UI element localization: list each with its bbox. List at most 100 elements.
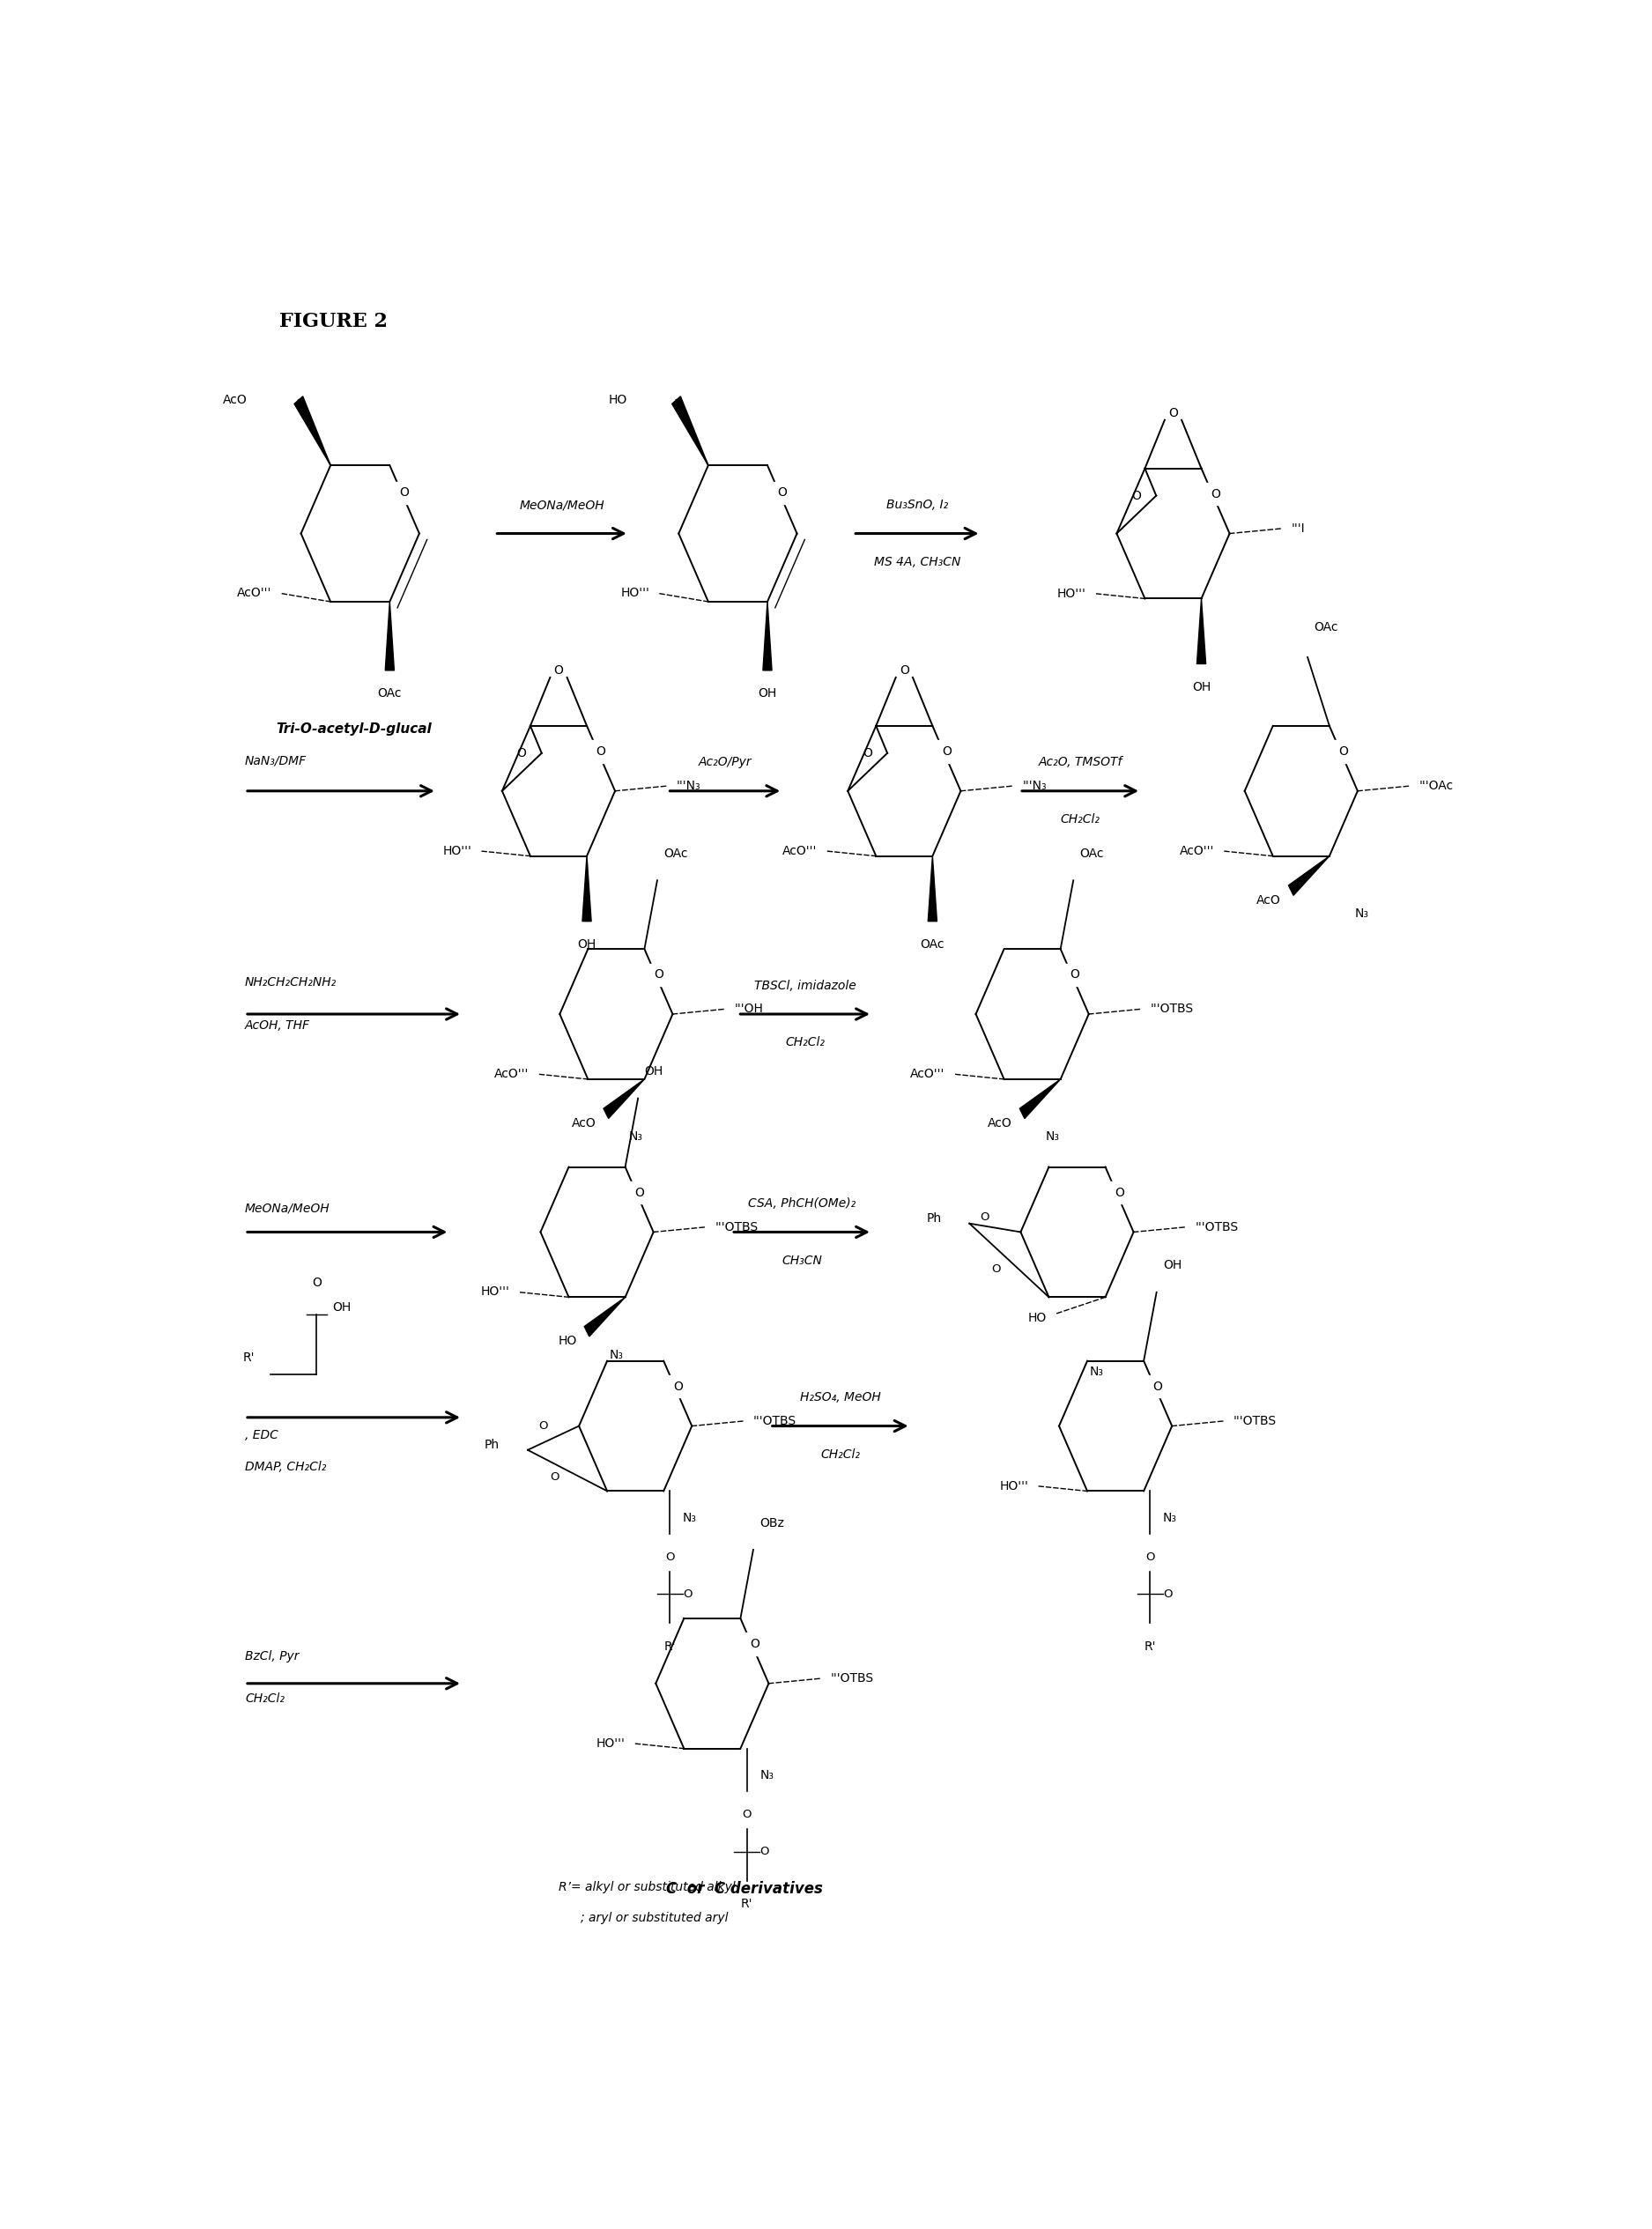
Text: OH: OH — [1193, 682, 1211, 693]
Text: N₃: N₃ — [760, 1770, 773, 1781]
Text: Bu₃SnO, I₂: Bu₃SnO, I₂ — [885, 499, 948, 510]
Text: '''OTBS: '''OTBS — [753, 1415, 796, 1427]
Text: R': R' — [664, 1641, 676, 1652]
Polygon shape — [672, 397, 709, 466]
Text: O: O — [1132, 490, 1142, 502]
Polygon shape — [1289, 856, 1330, 896]
Text: O: O — [539, 1420, 548, 1431]
Text: '''OTBS: '''OTBS — [831, 1672, 874, 1685]
Text: Ac₂O/Pyr: Ac₂O/Pyr — [699, 756, 752, 769]
Polygon shape — [763, 602, 771, 671]
Text: HO: HO — [558, 1335, 577, 1346]
Text: O: O — [682, 1589, 692, 1600]
Text: O: O — [666, 1551, 674, 1563]
Polygon shape — [385, 602, 395, 671]
Text: CH₂Cl₂: CH₂Cl₂ — [785, 1036, 824, 1048]
Text: OH: OH — [644, 1065, 662, 1077]
Text: O: O — [862, 747, 872, 760]
Text: O: O — [899, 664, 909, 678]
Text: Ph: Ph — [927, 1213, 942, 1224]
Text: DMAP, CH₂Cl₂: DMAP, CH₂Cl₂ — [244, 1460, 327, 1473]
Text: OBz: OBz — [760, 1516, 785, 1529]
Text: N₃: N₃ — [629, 1130, 643, 1143]
Text: AcO: AcO — [223, 395, 248, 406]
Text: O: O — [742, 1808, 752, 1821]
Text: O: O — [942, 744, 952, 758]
Text: MS 4A, CH₃CN: MS 4A, CH₃CN — [874, 555, 960, 568]
Text: '''OTBS: '''OTBS — [1194, 1221, 1239, 1233]
Text: Ph: Ph — [484, 1438, 499, 1451]
Text: '''OTBS: '''OTBS — [715, 1221, 758, 1233]
Text: FIGURE 2: FIGURE 2 — [279, 312, 388, 332]
Text: CH₂Cl₂: CH₂Cl₂ — [1061, 814, 1100, 825]
Text: R': R' — [243, 1351, 254, 1364]
Text: R': R' — [1145, 1641, 1156, 1652]
Text: O: O — [1153, 1380, 1163, 1393]
Text: Tri-O-acetyl-D-glucal: Tri-O-acetyl-D-glucal — [276, 722, 431, 736]
Polygon shape — [1019, 1079, 1061, 1119]
Text: OAc: OAc — [1313, 622, 1338, 633]
Text: O: O — [596, 744, 606, 758]
Text: NaN₃/DMF: NaN₃/DMF — [244, 756, 307, 767]
Text: '''N₃: '''N₃ — [677, 780, 700, 791]
Text: O: O — [672, 1380, 682, 1393]
Text: O: O — [1115, 1186, 1125, 1199]
Text: O: O — [991, 1264, 1001, 1275]
Polygon shape — [585, 1297, 624, 1337]
Text: HO''': HO''' — [481, 1286, 510, 1297]
Polygon shape — [583, 856, 591, 921]
Text: AcO: AcO — [572, 1117, 596, 1130]
Text: MeONa/MeOH: MeONa/MeOH — [244, 1204, 330, 1215]
Text: OAc: OAc — [378, 687, 401, 700]
Text: HO''': HO''' — [596, 1736, 624, 1750]
Polygon shape — [928, 856, 937, 921]
Text: O: O — [778, 486, 786, 499]
Text: O: O — [1338, 744, 1348, 758]
Text: N₃: N₃ — [1163, 1511, 1176, 1525]
Polygon shape — [1198, 600, 1206, 664]
Text: O: O — [980, 1213, 990, 1224]
Text: O: O — [654, 970, 664, 981]
Text: HO''': HO''' — [999, 1480, 1029, 1491]
Text: O: O — [1168, 408, 1178, 419]
Text: OAc: OAc — [920, 938, 945, 952]
Text: Ac₂O, TMSOTf: Ac₂O, TMSOTf — [1039, 756, 1122, 769]
Text: OH: OH — [332, 1302, 350, 1313]
Text: HO''': HO''' — [1057, 586, 1085, 600]
Text: CH₂Cl₂: CH₂Cl₂ — [244, 1692, 284, 1705]
Text: CH₃CN: CH₃CN — [781, 1255, 823, 1266]
Text: AcOH, THF: AcOH, THF — [244, 1019, 311, 1032]
Text: O: O — [553, 664, 563, 678]
Text: MeONa/MeOH: MeONa/MeOH — [519, 499, 605, 510]
Text: TBSCl, imidazole: TBSCl, imidazole — [753, 979, 856, 992]
Text: O: O — [1145, 1551, 1155, 1563]
Text: AcO''': AcO''' — [783, 845, 818, 858]
Text: O: O — [517, 747, 527, 760]
Text: R’= alkyl or substituted alkyl: R’= alkyl or substituted alkyl — [558, 1881, 735, 1892]
Text: O: O — [1070, 970, 1079, 981]
Text: HO: HO — [1028, 1311, 1046, 1324]
Text: OH: OH — [1163, 1259, 1181, 1273]
Polygon shape — [294, 397, 330, 466]
Text: CSA, PhCH(OMe)₂: CSA, PhCH(OMe)₂ — [748, 1197, 856, 1210]
Text: AcO: AcO — [988, 1117, 1013, 1130]
Text: OAc: OAc — [664, 847, 687, 860]
Text: O: O — [400, 486, 410, 499]
Polygon shape — [603, 1079, 644, 1119]
Text: '''N₃: '''N₃ — [1023, 780, 1046, 791]
Text: NH₂CH₂CH₂NH₂: NH₂CH₂CH₂NH₂ — [244, 976, 337, 987]
Text: HO''': HO''' — [621, 586, 649, 600]
Text: N₃: N₃ — [682, 1511, 697, 1525]
Text: '''OH: '''OH — [733, 1003, 763, 1014]
Text: AcO''': AcO''' — [910, 1068, 945, 1081]
Text: N₃: N₃ — [1355, 907, 1370, 921]
Text: O: O — [312, 1277, 322, 1288]
Text: O: O — [1163, 1589, 1173, 1600]
Text: HO''': HO''' — [443, 845, 471, 858]
Text: H₂SO₄, MeOH: H₂SO₄, MeOH — [800, 1391, 881, 1404]
Text: '''OTBS: '''OTBS — [1150, 1003, 1193, 1014]
Text: N₃: N₃ — [610, 1349, 624, 1362]
Text: AcO''': AcO''' — [494, 1068, 529, 1081]
Text: ; aryl or substituted aryl: ; aryl or substituted aryl — [580, 1912, 729, 1924]
Text: HO: HO — [610, 395, 628, 406]
